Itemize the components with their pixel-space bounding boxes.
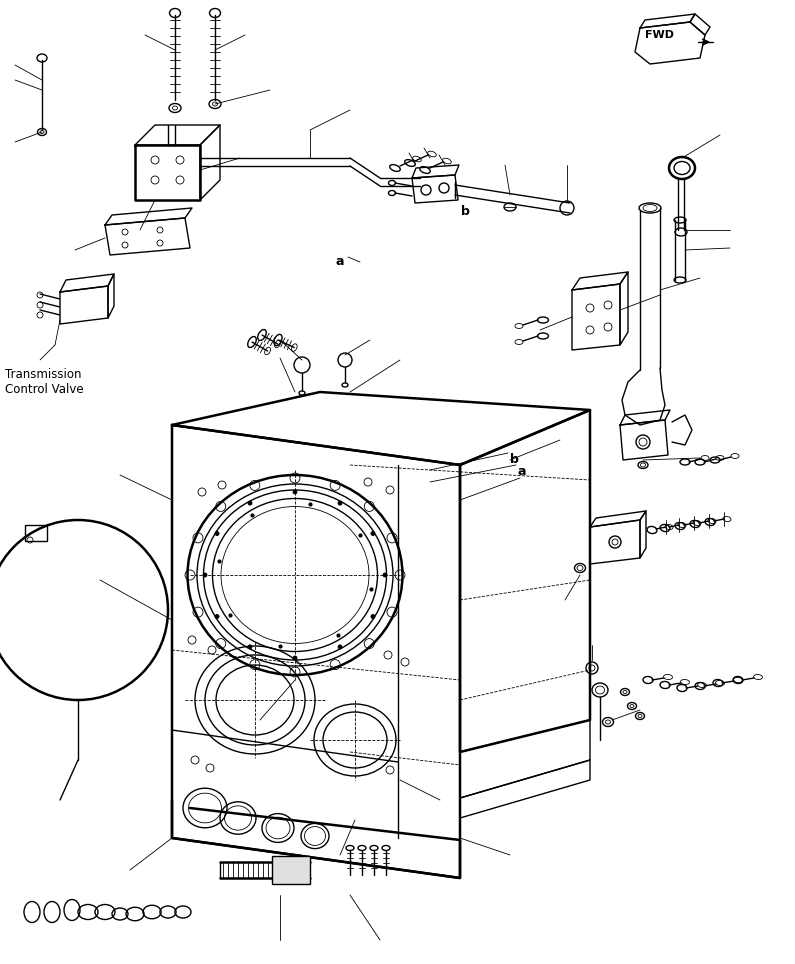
- Circle shape: [248, 645, 252, 649]
- Circle shape: [371, 614, 375, 619]
- Text: a: a: [518, 465, 526, 478]
- Circle shape: [293, 656, 297, 660]
- Bar: [25, 525, 47, 541]
- Bar: [272, 856, 310, 884]
- Text: FWD: FWD: [645, 30, 674, 40]
- Circle shape: [371, 531, 375, 535]
- Circle shape: [215, 531, 219, 535]
- Text: b: b: [461, 205, 470, 218]
- Circle shape: [338, 645, 342, 649]
- Circle shape: [215, 614, 219, 619]
- Circle shape: [248, 501, 252, 505]
- Circle shape: [338, 501, 342, 505]
- Text: b: b: [510, 453, 519, 466]
- Text: Transmission
Control Valve: Transmission Control Valve: [5, 368, 83, 396]
- Circle shape: [203, 573, 207, 577]
- Circle shape: [293, 490, 297, 494]
- Circle shape: [383, 573, 387, 577]
- Text: a: a: [335, 255, 343, 268]
